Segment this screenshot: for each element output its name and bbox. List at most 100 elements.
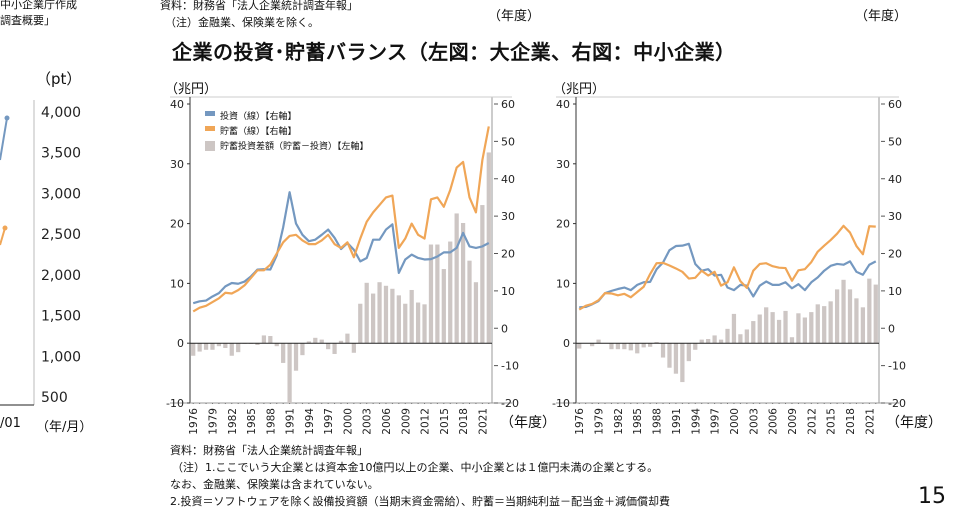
large-enterprise-chart-bar-2003: [364, 282, 369, 344]
sme-chart-bar-2016: [834, 289, 840, 344]
large-enterprise-chart-bar-2004: [371, 293, 376, 344]
sme-chart-bar-2017: [841, 279, 846, 344]
sme-chart-bar-2006: [770, 312, 775, 344]
large-enterprise-chart-x-tick: 2018: [458, 408, 470, 435]
sme-chart-bar-2013: [815, 304, 820, 344]
large-enterprise-chart-bar-1982: [229, 343, 234, 356]
partial-chart-y-tick: 2,000: [41, 268, 81, 284]
sme-chart-left-tick: 10: [556, 277, 570, 290]
note-text-top: （注）金融業、保険業を除く。: [165, 16, 319, 29]
sme-chart-right-tick: -10: [888, 360, 906, 373]
large-enterprise-chart-x-tick: 1994: [304, 408, 316, 435]
partial-series-line-blue: [0, 117, 8, 161]
large-enterprise-chart-bar-2014: [435, 244, 440, 344]
sme-chart-bar-2022: [873, 284, 878, 344]
sme-chart-bar-1996: [706, 339, 711, 344]
large-enterprise-chart-left-tick: 0: [177, 337, 184, 350]
large-enterprise-chart-x-tick: 2006: [381, 408, 393, 435]
large-enterprise-chart-bar-1998: [332, 343, 337, 354]
large-enterprise-chart-bar-1976: [191, 343, 196, 356]
sme-chart-x-tick: 1979: [594, 408, 606, 435]
sme-chart-bar-1990: [667, 343, 672, 368]
large-enterprise-chart-line-savings: [192, 126, 490, 313]
right-chart-x-unit: （年度）: [886, 415, 942, 431]
large-enterprise-chart-bar-2000: [345, 333, 350, 344]
large-enterprise-chart-bar-2018: [460, 223, 466, 344]
sme-chart-bar-1988: [654, 342, 659, 344]
partial-chart-y-tick: 1,000: [41, 349, 81, 365]
large-enterprise-chart-bar-2012: [422, 304, 427, 344]
sme-chart-bar-2002: [744, 329, 749, 344]
sme-chart-x-tick: 1982: [613, 408, 625, 435]
sme-chart-bar-1984: [628, 343, 633, 351]
sme-chart-bar-2019: [854, 298, 859, 344]
sme-chart-bar-2010: [796, 313, 801, 344]
sme-chart-bar-2018: [847, 289, 853, 344]
footer-note-1b: なお、金融業、保険業は含まれていない。: [170, 478, 379, 491]
sme-chart-bar-1992: [680, 343, 685, 383]
partial-series-line-orange: [0, 227, 6, 246]
large-enterprise-chart-legend-label: 投資（線）【右軸】: [220, 110, 297, 122]
footer-note-2: 2.投資＝ソフトウェアを除く設備投資額（当期末資金需給）、貯蓄＝当期純利益－配当…: [170, 495, 670, 508]
sme-chart-line-investment: [579, 242, 877, 309]
sme-chart-x-tick: 1994: [690, 408, 702, 435]
sme-chart-bar-2009: [789, 337, 795, 344]
large-enterprise-chart-right-tick: -20: [501, 397, 519, 410]
large-enterprise-chart-right-tick: 20: [501, 248, 515, 261]
partial-chart-y-tick: 4,000: [41, 105, 81, 121]
sme-chart-right-tick: 10: [888, 285, 902, 298]
sme-chart-bar-1983: [622, 343, 627, 350]
sme-chart-bar-1994: [693, 343, 698, 350]
large-enterprise-chart-bar-2009: [403, 303, 408, 344]
large-enterprise-chart-right-tick: 40: [501, 173, 515, 186]
sme-chart-bar-2005: [764, 307, 769, 344]
large-enterprise-chart-bar-1977: [197, 343, 202, 352]
sme-chart-x-tick: 1985: [632, 408, 644, 435]
large-enterprise-chart-bar-1983: [236, 343, 241, 353]
partial-chart-y-tick: 2,500: [41, 227, 81, 243]
sme-chart-right-tick: 30: [888, 210, 902, 223]
partial-source-text-2: 調査概要」: [0, 14, 55, 27]
large-enterprise-chart-bar-1997: [326, 343, 331, 350]
large-enterprise-chart-x-tick: 2003: [362, 408, 374, 435]
sme-chart-right-tick: -20: [888, 397, 906, 410]
partial-chart-y-tick: 3,000: [41, 186, 81, 202]
sme-chart-x-tick: 2021: [864, 408, 876, 435]
partial-series-point-orange: [2, 225, 8, 231]
sme-chart-x-tick: 2003: [748, 408, 760, 435]
large-enterprise-chart-x-tick: 1997: [323, 408, 335, 435]
sme-chart-right-tick: 40: [888, 173, 902, 186]
sme-chart-right-tick: 0: [888, 322, 895, 335]
large-enterprise-chart-x-tick: 2000: [342, 408, 354, 435]
large-enterprise-chart-bar-2015: [441, 269, 446, 344]
large-enterprise-chart-right-tick: 60: [501, 98, 515, 111]
large-enterprise-chart-legend-label: 貯蓄（線）【右軸】: [220, 125, 297, 137]
source-text-top: 資料：財務省「法人企業統計調査年報」: [160, 0, 358, 12]
sme-chart-bar-1995: [699, 339, 704, 344]
footer-note-1: （注）1.ここでいう大企業とは資本金10億円以上の企業、中小企業とは１億円未満の…: [172, 461, 659, 474]
sme-chart-right-tick: 60: [888, 98, 902, 111]
sme-chart-bar-2012: [809, 312, 814, 344]
large-enterprise-chart-bar-1978: [203, 343, 209, 350]
sme-chart-bar-2008: [783, 310, 788, 344]
sme-chart-left-tick: 20: [556, 218, 570, 231]
sme-chart-line-savings: [578, 224, 876, 311]
partial-chart-x-unit: （年/月）: [36, 420, 93, 435]
sme-chart-x-tick: 1997: [710, 408, 722, 435]
sme-chart-bar-2001: [738, 334, 743, 344]
partial-chart-y-tick: 3,500: [41, 146, 81, 162]
large-enterprise-chart-bar-2019: [467, 260, 472, 344]
large-enterprise-chart-x-tick: 1991: [285, 408, 297, 435]
large-enterprise-chart-bar-2016: [448, 241, 453, 344]
large-enterprise-chart-bar-2005: [377, 282, 382, 344]
sme-chart-bar-1987: [648, 343, 653, 347]
large-enterprise-chart-x-tick: 2015: [439, 408, 451, 435]
partial-chart-y-tick: 500: [41, 390, 68, 406]
large-enterprise-chart-legend-swatch: [205, 141, 215, 151]
sme-chart-bar-2021: [867, 278, 872, 344]
sme-chart-bar-1981: [609, 343, 614, 350]
large-enterprise-chart-left-tick: 20: [170, 218, 184, 231]
large-enterprise-chart-bar-1995: [313, 337, 318, 344]
large-enterprise-chart-x-tick: 1985: [246, 408, 258, 435]
large-enterprise-chart-bar-2021: [480, 205, 485, 344]
